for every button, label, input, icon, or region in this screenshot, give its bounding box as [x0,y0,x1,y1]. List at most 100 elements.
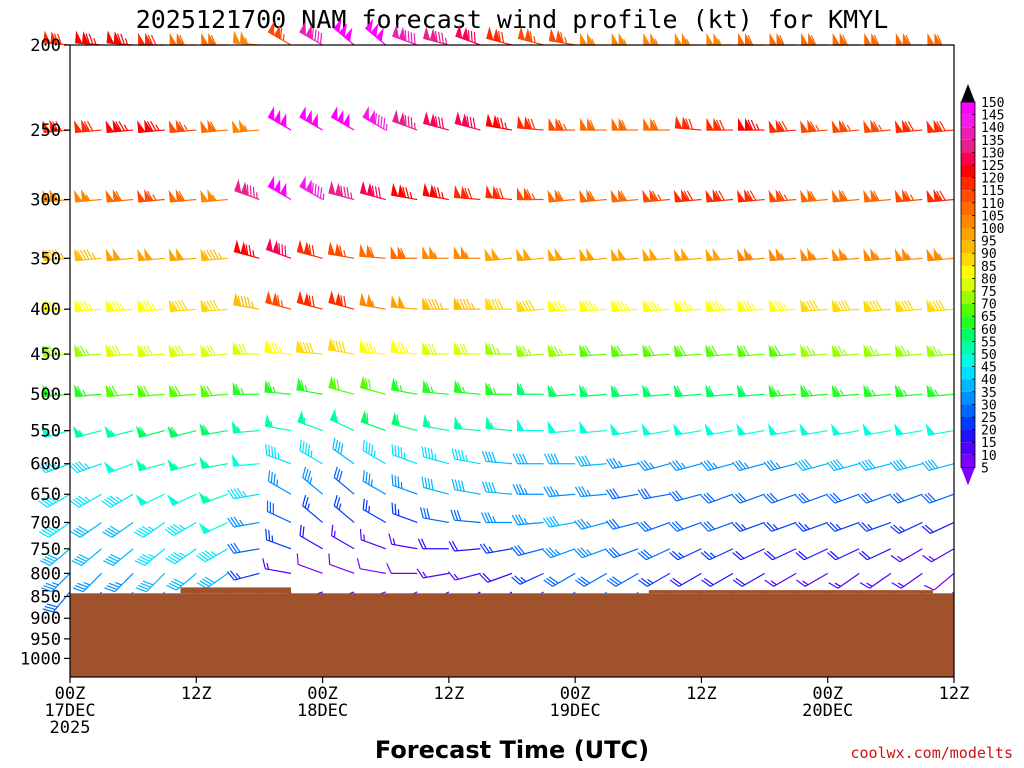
barb-flag [203,250,210,261]
barb-shaft [423,572,449,579]
barb-flag [451,478,456,490]
wind-barb [264,339,292,355]
wind-barb [768,119,797,133]
barb-pennant [737,344,746,357]
colorbar-swatch [961,139,975,153]
barb-pennant [422,297,430,310]
barb-shaft [487,572,513,583]
barb-flag [469,116,473,128]
barb-flag [41,587,52,593]
x-tick-label: 12Z [433,684,464,704]
barb-flag [921,525,931,534]
barb-pennant [838,119,848,133]
colorbar-swatch [961,177,975,191]
barb-shaft [173,521,197,536]
barb-pennant [398,111,406,127]
wind-barb [700,520,734,532]
barb-half-flag [902,389,908,396]
barb-half-flag [770,580,777,586]
barb-flag [900,345,908,356]
barb-flag [517,544,526,555]
barb-pennant [327,241,336,256]
barb-half-flag [179,552,186,557]
barb-flag [41,529,52,537]
barb-shaft [234,572,260,581]
barb-flag [103,560,114,567]
barb-shaft [582,548,607,559]
barb-flag [346,187,350,199]
barb-flag [86,120,94,132]
barb-shaft [677,548,702,561]
barb-flag [46,525,57,533]
barb-shaft [612,463,639,469]
wind-barb [579,344,607,357]
barb-flag [459,298,466,310]
barb-flag [643,549,653,558]
barb-pennant [429,28,438,43]
barb-flag [371,185,375,197]
barb-half-flag [217,252,223,260]
wind-barb [234,179,260,201]
barb-flag [304,468,309,480]
barb-flag [809,121,817,132]
barb-pennant [894,384,904,398]
barb-shaft [676,463,702,472]
barb-pennant [299,21,306,37]
barb-flag [834,300,841,312]
colorbar-label: 10 [981,449,997,464]
barb-pennant [838,247,848,261]
barb-flag [424,446,428,458]
wind-barb [41,425,71,439]
wind-barb [391,443,418,465]
barb-flag [613,345,620,357]
barb-half-flag [866,582,873,587]
barb-half-flag [815,124,820,132]
barb-half-flag [84,496,91,502]
barb-pennant [74,189,83,203]
barb-flag [606,489,614,500]
wind-barb [38,493,71,508]
barb-pennant [200,248,210,262]
barb-flag [515,483,522,495]
barb-half-flag [409,192,413,199]
barb-flag [560,32,564,44]
barb-shaft [360,568,386,574]
barb-flag [278,243,281,255]
barb-flag [512,453,519,464]
barb-flag [457,382,463,393]
wind-barb [333,495,355,523]
barb-flag [227,517,235,528]
barb-flag [542,549,552,559]
barb-flag [519,383,526,395]
barb-flag [703,550,713,559]
barb-flag [394,444,397,456]
wind-barb [453,379,481,395]
barb-flag [70,531,81,538]
barb-flag [424,298,431,310]
barb-flag [488,451,494,463]
wind-barb [265,443,292,465]
barb-flag [764,579,774,587]
barb-shaft [802,463,828,472]
barb-flag [679,300,687,311]
barb-flag [72,498,83,507]
wind-barb [858,521,892,532]
wind-barb [890,548,923,563]
barb-flag [936,34,943,46]
barb-flag [550,300,557,312]
barb-flag [701,579,711,587]
barb-shaft [549,521,576,528]
barb-half-flag [839,389,845,396]
barb-flag [679,345,687,356]
wind-barb [894,299,923,313]
barb-flag [335,340,340,352]
barb-flag [270,471,273,483]
barb-shaft [867,548,892,561]
barb-flag [311,182,314,194]
barb-half-flag [776,389,781,396]
barb-pennant [461,113,469,128]
barb-pennant [453,416,462,430]
barb-flag [311,295,315,307]
wind-barb [105,299,134,313]
